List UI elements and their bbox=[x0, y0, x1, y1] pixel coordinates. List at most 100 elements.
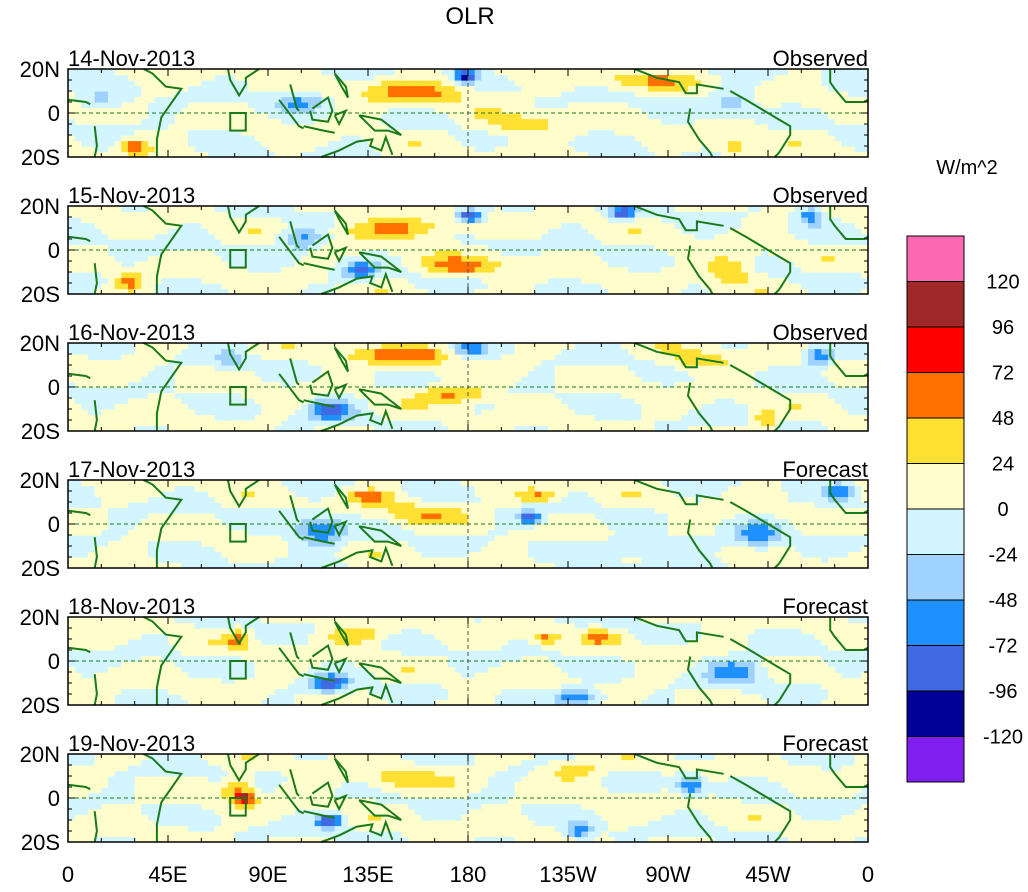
olr-cell bbox=[155, 141, 162, 147]
olr-cell bbox=[221, 354, 228, 360]
olr-cell bbox=[388, 69, 395, 75]
olr-cell bbox=[541, 141, 548, 147]
olr-cell bbox=[121, 256, 128, 262]
olr-cell bbox=[681, 267, 688, 273]
olr-cell bbox=[715, 97, 722, 103]
olr-cell bbox=[688, 146, 695, 152]
olr-cell bbox=[775, 141, 782, 147]
olr-cell bbox=[188, 91, 195, 97]
olr-cell bbox=[135, 354, 142, 360]
olr-cell bbox=[101, 135, 108, 141]
olr-cell bbox=[555, 119, 562, 125]
olr-cell bbox=[101, 228, 108, 234]
olr-cell bbox=[315, 80, 322, 86]
olr-cell bbox=[521, 69, 528, 75]
olr-cell bbox=[508, 212, 515, 218]
olr-cell bbox=[468, 146, 475, 152]
olr-cell bbox=[535, 217, 542, 223]
olr-cell bbox=[101, 415, 108, 421]
olr-cell bbox=[821, 217, 828, 223]
olr-cell bbox=[655, 130, 662, 136]
olr-cell bbox=[141, 409, 148, 415]
olr-cell bbox=[441, 349, 448, 355]
olr-cell bbox=[475, 283, 482, 289]
olr-cell bbox=[741, 102, 748, 108]
olr-cell bbox=[548, 119, 555, 125]
olr-cell bbox=[601, 278, 608, 284]
olr-cell bbox=[321, 420, 328, 426]
olr-cell bbox=[295, 228, 302, 234]
olr-cell bbox=[675, 146, 682, 152]
olr-cell bbox=[415, 387, 422, 393]
olr-cell bbox=[635, 239, 642, 245]
olr-cell bbox=[488, 146, 495, 152]
olr-cell bbox=[101, 86, 108, 92]
olr-cell bbox=[728, 124, 735, 130]
olr-cell bbox=[195, 119, 202, 125]
olr-cell bbox=[641, 75, 648, 81]
olr-cell bbox=[781, 86, 788, 92]
olr-cell bbox=[508, 267, 515, 273]
olr-cell bbox=[88, 91, 95, 97]
olr-cell bbox=[595, 256, 602, 262]
olr-cell bbox=[588, 217, 595, 223]
olr-cell bbox=[441, 234, 448, 240]
olr-cell bbox=[261, 409, 268, 415]
olr-cell bbox=[221, 349, 228, 355]
olr-cell bbox=[301, 283, 308, 289]
olr-cell bbox=[175, 113, 182, 119]
olr-cell bbox=[408, 119, 415, 125]
olr-cell bbox=[315, 228, 322, 234]
olr-cell bbox=[155, 97, 162, 103]
olr-cell bbox=[535, 124, 542, 130]
olr-cell bbox=[268, 234, 275, 240]
olr-cell bbox=[435, 343, 442, 349]
olr-cell bbox=[115, 228, 122, 234]
olr-cell bbox=[855, 80, 862, 86]
olr-cell bbox=[248, 272, 255, 278]
olr-cell bbox=[241, 415, 248, 421]
olr-cell bbox=[241, 69, 248, 75]
olr-cell bbox=[161, 267, 168, 273]
olr-cell bbox=[515, 102, 522, 108]
olr-cell bbox=[521, 130, 528, 136]
olr-cell bbox=[88, 415, 95, 421]
olr-cell bbox=[595, 97, 602, 103]
olr-cell bbox=[581, 234, 588, 240]
olr-cell bbox=[455, 409, 462, 415]
olr-cell bbox=[141, 86, 148, 92]
olr-cell bbox=[435, 398, 442, 404]
olr-cell bbox=[528, 267, 535, 273]
olr-cell bbox=[195, 239, 202, 245]
olr-cell bbox=[748, 146, 755, 152]
olr-cell bbox=[695, 239, 702, 245]
olr-cell bbox=[575, 119, 582, 125]
olr-cell bbox=[801, 212, 808, 218]
olr-cell bbox=[281, 256, 288, 262]
olr-cell bbox=[708, 135, 715, 141]
olr-cell bbox=[435, 113, 442, 119]
olr-cell bbox=[481, 113, 488, 119]
olr-cell bbox=[201, 420, 208, 426]
olr-cell bbox=[801, 97, 808, 103]
olr-cell bbox=[401, 124, 408, 130]
olr-cell bbox=[288, 130, 295, 136]
olr-cell bbox=[801, 130, 808, 136]
olr-cell bbox=[148, 223, 155, 229]
olr-cell bbox=[741, 119, 748, 125]
olr-cell bbox=[788, 119, 795, 125]
olr-cell bbox=[215, 113, 222, 119]
olr-cell bbox=[621, 239, 628, 245]
olr-cell bbox=[361, 86, 368, 92]
olr-cell bbox=[201, 75, 208, 81]
olr-cell bbox=[541, 69, 548, 75]
olr-cell bbox=[415, 102, 422, 108]
olr-cell bbox=[441, 97, 448, 103]
olr-cell bbox=[195, 102, 202, 108]
olr-cell bbox=[168, 420, 175, 426]
olr-cell bbox=[508, 206, 515, 212]
olr-cell bbox=[175, 420, 182, 426]
olr-cell bbox=[201, 113, 208, 119]
olr-cell bbox=[208, 420, 215, 426]
olr-cell bbox=[795, 212, 802, 218]
